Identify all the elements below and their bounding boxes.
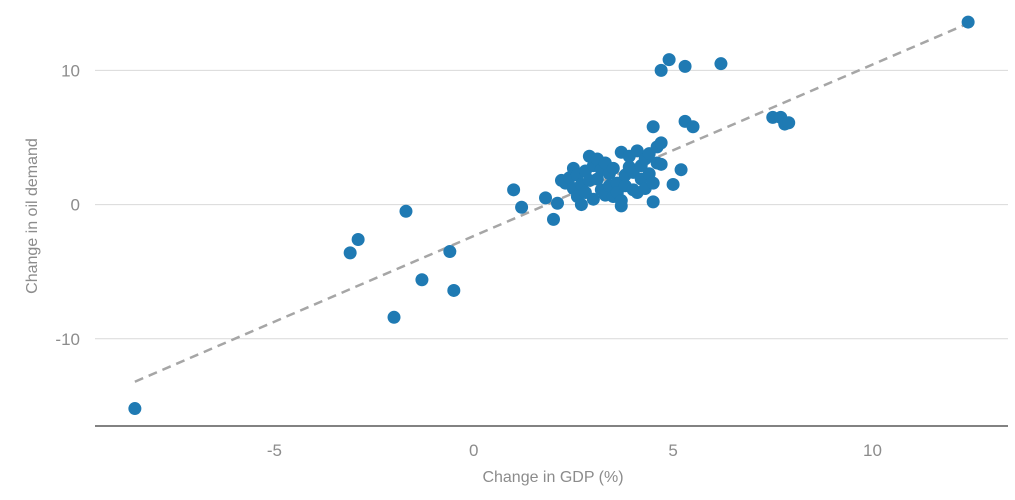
data-point [714,57,728,71]
data-point [387,310,401,324]
x-tick-label: 10 [863,441,882,460]
data-point [515,200,529,214]
y-axis-title: Change in oil demand [24,138,41,294]
x-tick-label: -5 [267,441,282,460]
data-point [415,273,429,287]
data-point [654,136,668,150]
x-tick-label: 0 [469,441,478,460]
data-point [674,163,688,177]
data-points [128,15,975,416]
data-point [343,246,357,260]
data-point [443,245,457,259]
y-tick-label: -10 [55,330,80,349]
data-point [128,402,142,416]
data-point [654,157,668,171]
x-tick-label: 5 [668,441,677,460]
data-point [447,283,461,297]
data-point [961,15,975,29]
data-point [539,191,553,205]
y-tick-labels: -10 0 10 [55,61,80,348]
data-point [606,161,620,175]
y-tick-label: 0 [71,196,80,215]
data-point [507,183,521,197]
data-point [782,116,796,130]
y-tick-label: 10 [61,61,80,80]
data-point [646,120,660,134]
data-point [646,176,660,190]
data-point [351,232,365,246]
data-point [678,59,692,73]
data-point [399,204,413,218]
data-point [666,177,680,191]
data-point [546,212,560,226]
data-point [662,53,676,67]
data-point [550,196,564,210]
data-point [686,120,700,134]
data-point [614,194,628,208]
data-point [574,198,588,212]
x-axis-title: Change in GDP (%) [482,469,623,486]
data-point [630,144,644,158]
data-point [654,63,668,77]
x-tick-labels: -5 0 5 10 [267,441,882,460]
data-point [586,192,600,206]
data-point [646,195,660,209]
